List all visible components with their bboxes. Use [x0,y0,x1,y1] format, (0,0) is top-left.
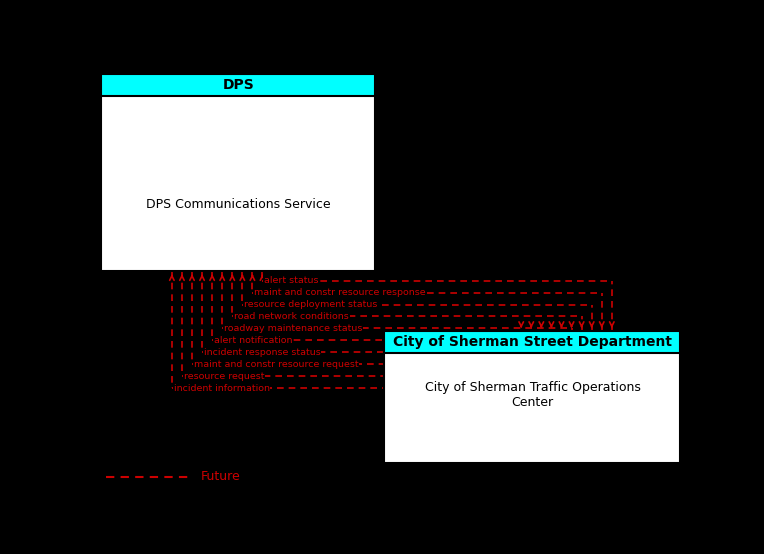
Text: alert notification: alert notification [214,336,293,345]
Bar [384,331,681,353]
Bar [384,331,681,463]
Text: road network conditions: road network conditions [234,312,349,321]
Text: City of Sherman Street Department: City of Sherman Street Department [393,335,672,349]
Text: DPS Communications Service: DPS Communications Service [146,198,331,211]
Text: Future: Future [201,470,241,483]
Text: maint and constr resource response: maint and constr resource response [254,288,426,297]
Bar [102,74,375,96]
Text: roadway maintenance status: roadway maintenance status [224,324,362,333]
Text: resource request: resource request [183,372,264,381]
Text: incident information: incident information [173,383,270,393]
Bar [102,74,375,271]
Text: alert status: alert status [264,276,319,285]
Text: maint and constr resource request: maint and constr resource request [194,360,358,369]
Text: DPS: DPS [222,78,254,93]
Text: incident response status: incident response status [204,348,321,357]
Text: resource deployment status: resource deployment status [244,300,377,309]
Text: City of Sherman Traffic Operations
Center: City of Sherman Traffic Operations Cente… [425,381,640,409]
